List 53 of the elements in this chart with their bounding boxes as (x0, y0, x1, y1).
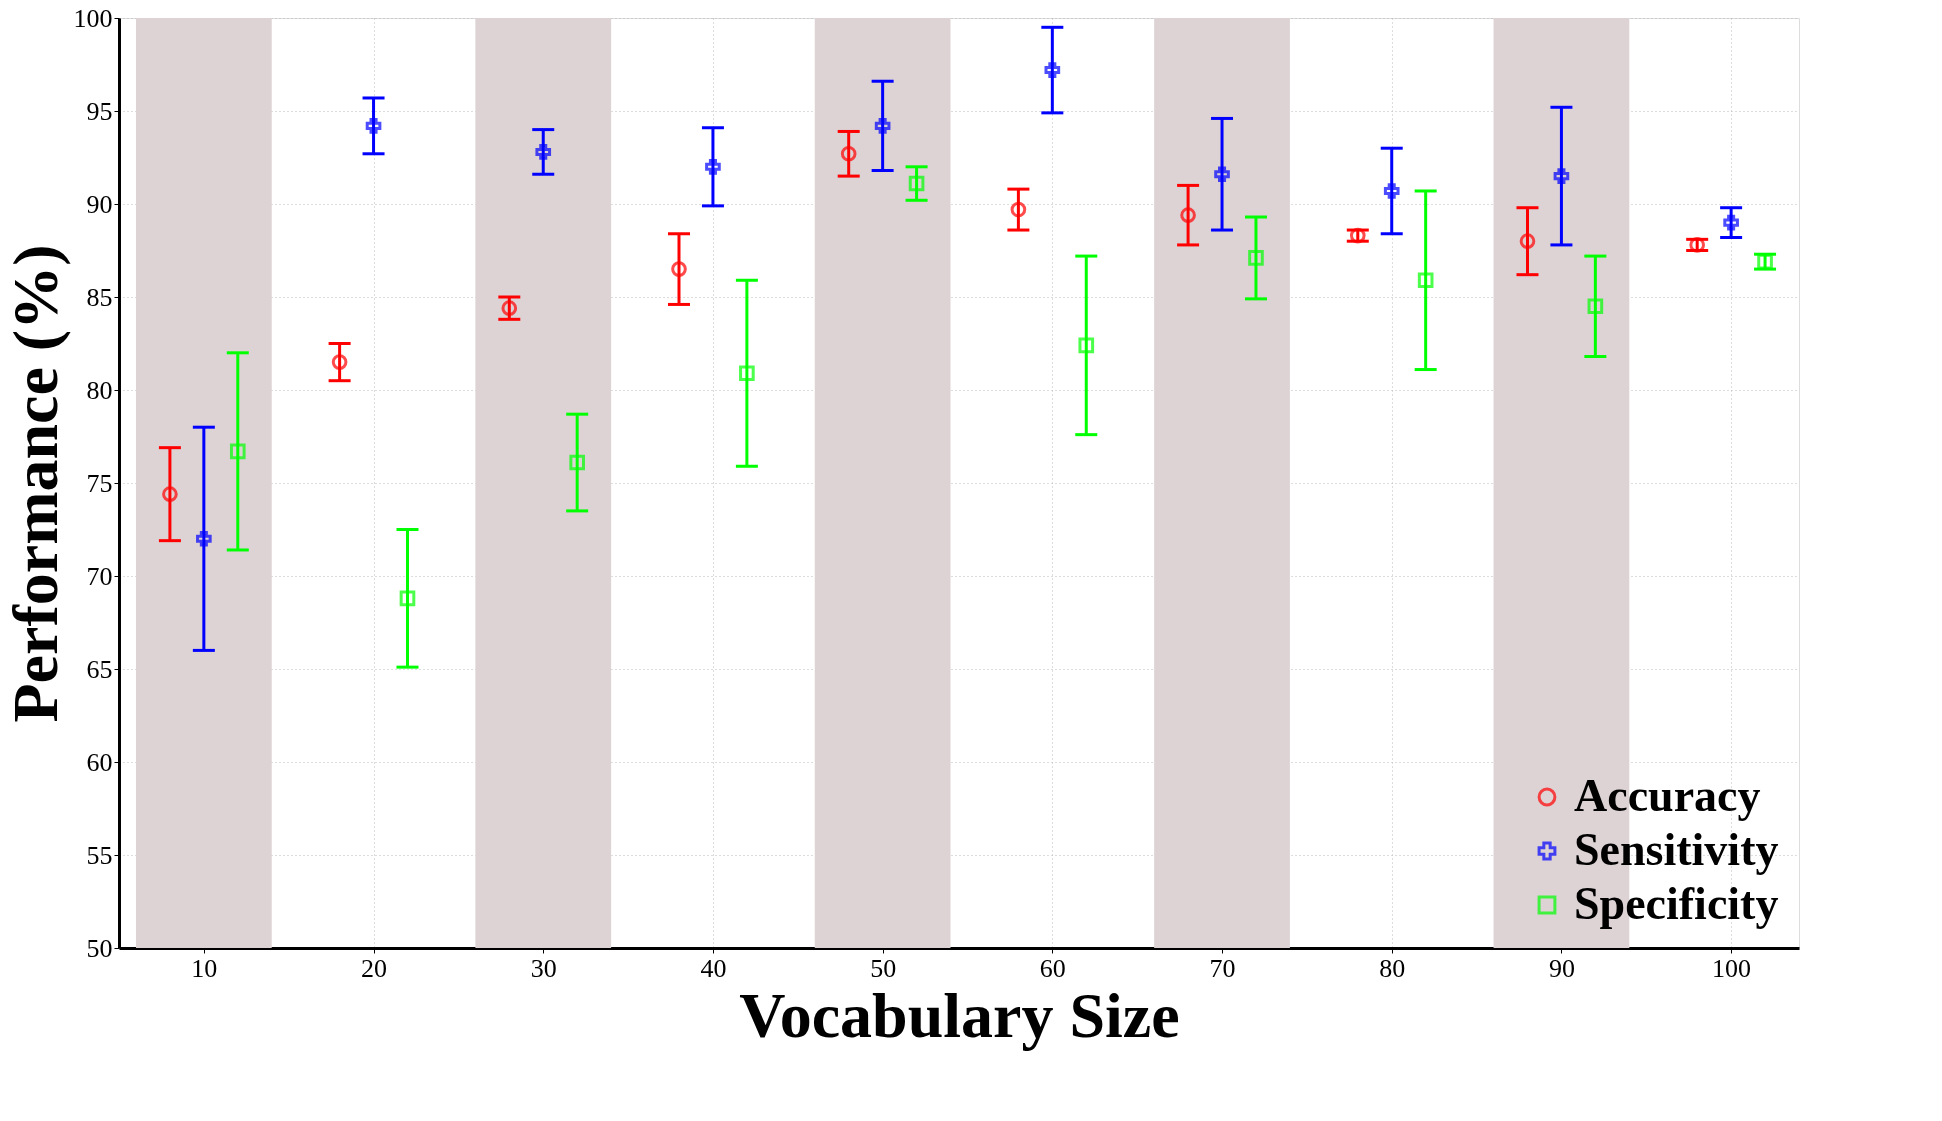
point (671, 261, 687, 277)
y-tick-label: 85 (86, 282, 113, 312)
x-tick-label: 90 (1548, 953, 1575, 983)
point (331, 354, 348, 370)
point (1587, 298, 1604, 315)
point (874, 118, 891, 134)
point (1757, 253, 1773, 270)
point (1349, 227, 1366, 244)
point (399, 590, 416, 607)
x-tick-label: 30 (530, 953, 557, 983)
point (365, 118, 382, 134)
point (535, 144, 552, 160)
point (1417, 272, 1434, 289)
legend-label: Accuracy (1574, 770, 1761, 821)
point (196, 530, 212, 547)
x-tick-label: 40 (700, 953, 727, 983)
point (162, 486, 178, 502)
x-tick-label: 80 (1379, 953, 1406, 983)
point (908, 175, 925, 192)
y-tick-label: 90 (86, 189, 113, 219)
point (569, 454, 586, 471)
point (1519, 233, 1536, 250)
y-tick-label: 75 (86, 468, 113, 498)
point (1010, 201, 1027, 218)
y-tick-label: 70 (86, 561, 113, 591)
legend-label: Sensitivity (1574, 824, 1779, 875)
point (1180, 207, 1196, 223)
y-tick-label: 95 (86, 96, 113, 126)
point (1723, 214, 1739, 231)
x-tick-label: 10 (191, 953, 218, 983)
point (739, 365, 755, 382)
point (229, 443, 246, 460)
point (1044, 62, 1061, 78)
y-tick-label: 55 (86, 840, 113, 870)
point (1689, 237, 1706, 253)
y-axis-title: Performance (%) (0, 244, 71, 723)
y-tick-label: 50 (86, 933, 113, 963)
y-tick-label: 80 (86, 375, 113, 405)
point (501, 300, 518, 316)
x-tick-label: 20 (361, 953, 388, 983)
y-tick-label: 100 (73, 3, 113, 33)
x-tick-label: 100 (1712, 953, 1752, 983)
point (1553, 168, 1570, 184)
y-tick-label: 65 (86, 654, 113, 684)
y-tick-label: 60 (86, 747, 113, 777)
point (1214, 166, 1230, 183)
point (1383, 183, 1400, 199)
point (705, 158, 721, 175)
point (1078, 337, 1095, 354)
legend-label: Specificity (1574, 878, 1779, 929)
x-tick-label: 70 (1209, 953, 1236, 983)
point (840, 145, 857, 162)
point (1248, 250, 1264, 266)
